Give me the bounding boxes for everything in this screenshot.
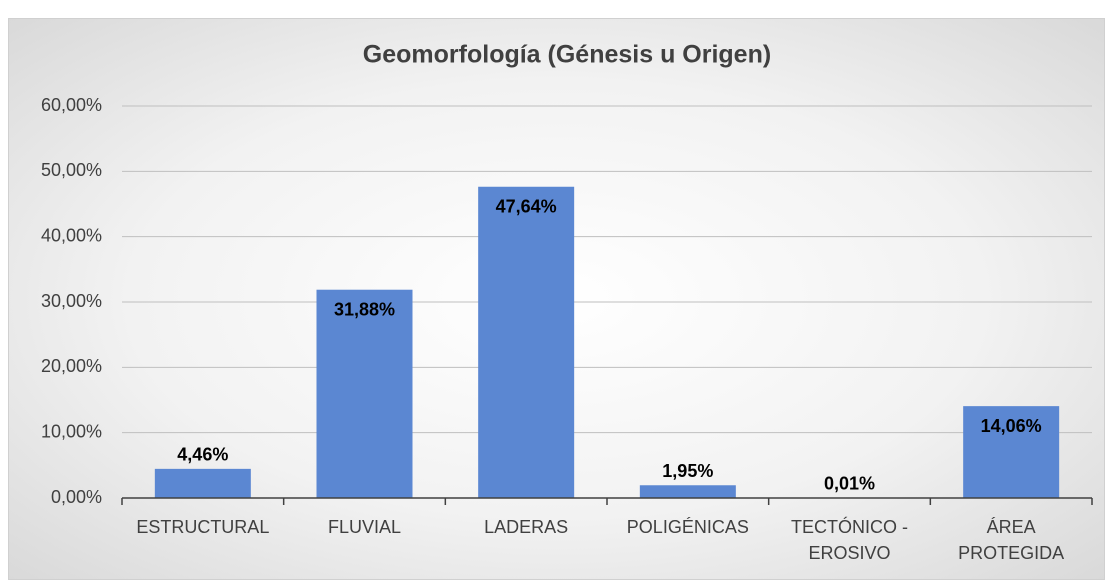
bar (478, 186, 575, 498)
y-tick-label: 0,00% (51, 487, 102, 507)
chart-title: Geomorfología (Génesis u Origen) (363, 41, 771, 69)
data-label: 4,46% (177, 445, 228, 465)
y-tick-label: 10,00% (41, 421, 102, 441)
bar (316, 289, 413, 498)
data-label: 14,06% (981, 416, 1042, 436)
y-tick-label: 60,00% (41, 95, 102, 115)
y-tick-label: 30,00% (41, 291, 102, 311)
y-tick-label: 40,00% (41, 225, 102, 245)
y-tick-label: 50,00% (41, 160, 102, 180)
data-label: 47,64% (496, 197, 557, 217)
x-tick-label: LADERAS (484, 517, 569, 537)
x-tick-label: ESTRUCTURAL (136, 517, 270, 537)
data-label: 31,88% (334, 299, 395, 319)
bar (639, 485, 736, 498)
bar (963, 406, 1060, 498)
bar (154, 468, 251, 498)
y-tick-label: 20,00% (41, 356, 102, 376)
x-tick-label: ÁREA PROTEGIDA (958, 517, 1065, 563)
x-tick-label: TECTÓNICO - EROSIVO (791, 517, 908, 563)
data-label: 1,95% (662, 461, 713, 481)
x-tick-label: POLIGÉNICAS (626, 517, 749, 537)
x-tick-label: FLUVIAL (327, 517, 402, 537)
data-label: 0,01% (824, 474, 875, 494)
